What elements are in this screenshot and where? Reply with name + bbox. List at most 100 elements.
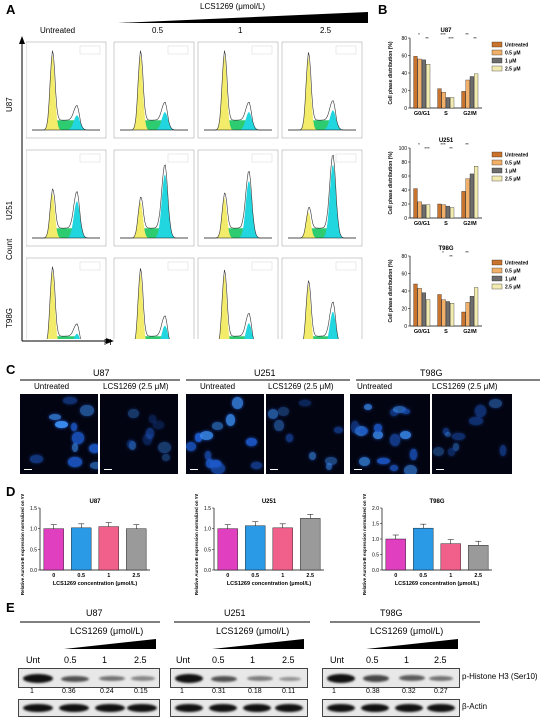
lane-0-5-u251: 0.5 [212, 655, 225, 665]
panel-label-a: A [6, 2, 16, 17]
legend-label: 2.5 μM [505, 67, 521, 73]
x-category-label: G2/M [463, 221, 477, 227]
panel-label-b: B [378, 2, 388, 17]
y-tick-label: 40 [401, 289, 407, 295]
nucleus [390, 465, 398, 471]
column-label-2-5: 2.5 [320, 26, 332, 35]
histogram-g1-peak [303, 284, 314, 339]
nucleus [70, 422, 77, 432]
histogram-legend-box [335, 153, 357, 163]
treatment-gradient-triangle-a [118, 12, 368, 23]
group-label-t98g: T98G [420, 368, 443, 378]
scale-bar [24, 469, 32, 470]
histogram-legend-box [167, 153, 189, 163]
nucleus [358, 428, 368, 434]
significance-mark: ** [449, 146, 453, 151]
blot-cell-label-u251: U251 [224, 608, 246, 618]
y-tick-label: 0.0 [372, 568, 379, 574]
bar [441, 92, 446, 109]
nucleus [389, 434, 401, 446]
bar [461, 191, 466, 219]
legend-label: 2.5 μM [505, 285, 521, 291]
nucleus [389, 408, 398, 417]
nucleus [358, 456, 370, 466]
x-axis-label: LCS1269 concentration (μmol/L) [227, 581, 312, 587]
treatment-label-a: LCS1269 (μmol/L) [200, 2, 266, 11]
histogram-r3-c2 [113, 257, 195, 339]
significance-mark: * [418, 32, 420, 37]
bar [245, 525, 266, 571]
blot-phistone-u251 [170, 668, 308, 688]
histogram-g1-peak [204, 54, 272, 130]
legend-swatch [491, 65, 503, 72]
nucleus [157, 442, 171, 454]
bar [465, 178, 470, 219]
scale-bar [104, 469, 112, 470]
lane-2-5-u87: 2.5 [134, 655, 147, 665]
condition-label-untreated-u251: Untreated [200, 382, 236, 391]
bar [445, 205, 450, 219]
bar [474, 166, 479, 219]
fluorescence-image-u251-treated [266, 394, 344, 474]
protein-label-actin: β-Actin [462, 702, 488, 711]
histogram-r1-c3 [197, 41, 279, 139]
histogram-g1-peak [135, 272, 146, 339]
nucleus [63, 396, 77, 404]
bar [413, 188, 418, 219]
nucleus [468, 416, 483, 425]
y-tick-label: 0 [404, 324, 407, 330]
y-tick-label: 100 [399, 146, 408, 152]
histogram-r3-c3 [197, 257, 279, 339]
blot-treatment-label-u251: LCS1269 (μmol/L) [216, 626, 290, 636]
y-axis-label: Cell phase distribution (%) [388, 41, 394, 104]
bar [445, 97, 450, 109]
y-tick-label: 40 [401, 71, 407, 77]
bar [441, 299, 446, 327]
histogram-s-phase [225, 336, 251, 339]
fluorescence-image-u87-untreated [20, 394, 98, 474]
bar [445, 301, 450, 327]
histogram-g2m-peak [73, 333, 81, 339]
nucleus [499, 445, 506, 457]
chart-title: U87 [89, 499, 101, 505]
histogram-legend-box [251, 45, 273, 55]
histogram-g1-peak [288, 211, 356, 238]
blot-gradient-t98g [366, 639, 458, 649]
panel-label-e: E [6, 600, 15, 615]
x-axis-label: LCS1269 concentration (μmol/L) [53, 581, 138, 587]
y-tick-label: 2.0 [372, 506, 379, 512]
histogram-s-phase [288, 120, 356, 130]
nucleus [54, 420, 68, 429]
x-axis-label: LCS1269 concentration (μmol/L) [395, 581, 480, 587]
protein-label-phistone: p-Histone H3 (Ser10) [462, 672, 538, 681]
x-category-label: G0/G1 [414, 221, 430, 227]
row-label-u251: U251 [5, 200, 14, 220]
bar [417, 58, 422, 109]
significance-mark: ** [425, 36, 429, 41]
significance-mark: *** [448, 36, 454, 41]
blot-actin-t98g [322, 699, 460, 717]
bar [469, 76, 474, 109]
scale-bar [270, 469, 278, 470]
aurora-chart-t98g: T98G 0.0 0.5 1.0 1.5 2.0 0 0.5 1 2.5 LCS1269 conce… [362, 494, 492, 595]
nucleus [152, 421, 165, 429]
bar [417, 288, 422, 327]
histogram-s-phase [120, 120, 188, 130]
y-tick-label: 80 [401, 36, 407, 42]
blot-actin-u87 [18, 699, 160, 717]
histogram-legend-box [167, 261, 189, 271]
quant-t98g-4: 0.27 [434, 688, 448, 695]
y-axis-label: Relative Aurora-B expression normalized … [20, 494, 25, 595]
bar [468, 545, 489, 571]
y-axis-label: Cell phase distribution (%) [388, 151, 394, 214]
nucleus [128, 408, 139, 419]
x-category-label: G0/G1 [414, 329, 430, 335]
histogram-s-phase [288, 228, 356, 238]
y-axis-label: Relative Aurora-B expression normalized … [194, 494, 199, 595]
nucleus [194, 432, 202, 442]
significance-mark: ** [449, 254, 453, 259]
nucleus [488, 398, 502, 408]
blot-cell-label-u87: U87 [86, 608, 103, 618]
nucleus [404, 465, 417, 474]
